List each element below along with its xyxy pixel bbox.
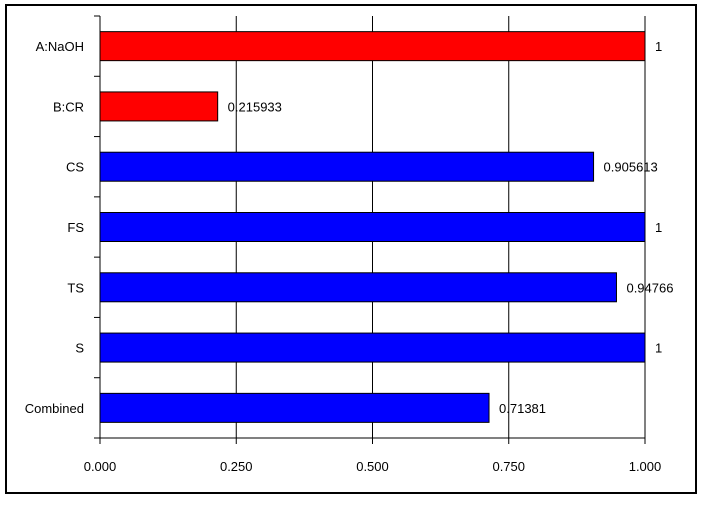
bar-2 xyxy=(99,151,595,182)
category-label-2: CS xyxy=(66,160,84,175)
value-label-5: 1 xyxy=(655,341,662,356)
value-label-6: 0.71381 xyxy=(499,401,546,416)
bar-4 xyxy=(99,272,617,303)
value-label-4: 0.94766 xyxy=(626,280,673,295)
category-label-5: S xyxy=(75,341,84,356)
category-label-0: A:NaOH xyxy=(36,39,84,54)
value-label-2: 0.905613 xyxy=(604,160,658,175)
value-label-0: 1 xyxy=(655,39,662,54)
category-label-1: B:CR xyxy=(53,99,84,114)
x-tick-label-2: 0.500 xyxy=(356,459,389,474)
axes xyxy=(94,15,646,444)
category-label-3: FS xyxy=(67,220,84,235)
x-tick-label-0: 0.000 xyxy=(84,459,117,474)
bar-5 xyxy=(99,332,646,363)
bar-3 xyxy=(99,212,646,242)
bar-1 xyxy=(99,91,219,122)
category-label-6: Combined xyxy=(25,401,84,416)
bar-0 xyxy=(99,31,646,62)
labels: 1 A:NaOH 0.215933 B:CR 0.905613 CS 1 FS 0.94766 T… xyxy=(25,39,674,474)
value-label-3: 1 xyxy=(655,220,662,235)
x-tick-label-1: 0.250 xyxy=(220,459,253,474)
x-tick-label-3: 0.750 xyxy=(492,459,525,474)
value-label-1: 0.215933 xyxy=(228,99,282,114)
x-tick-label-4: 1.000 xyxy=(629,459,662,474)
category-label-4: TS xyxy=(67,280,84,295)
bar-6 xyxy=(99,392,490,423)
